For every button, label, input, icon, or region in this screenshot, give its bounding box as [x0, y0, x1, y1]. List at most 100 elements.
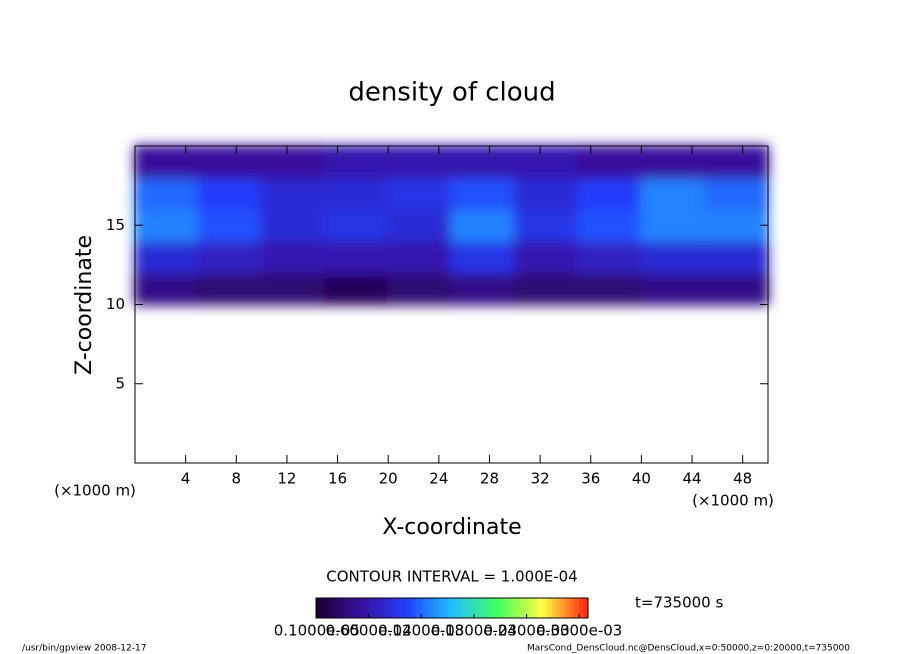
footer-right: MarsCond_DensCloud.nc@DensCloud,x=0:5000…: [527, 644, 850, 654]
colorbar-step: [529, 598, 535, 618]
colorbar-step: [356, 598, 362, 618]
field: [134, 145, 769, 306]
cell: [640, 271, 706, 306]
cell: [513, 145, 580, 179]
cell: [640, 145, 706, 179]
colorbar-step: [565, 598, 571, 618]
colorbar-tick-label: 0.6000e-04: [326, 622, 412, 640]
colorbar-step: [415, 598, 421, 618]
colorbar-step: [483, 598, 489, 618]
x-tick-label: 36: [581, 470, 600, 488]
colorbar-step: [574, 598, 580, 618]
y-tick-label: 5: [115, 374, 125, 392]
cell: [450, 208, 516, 243]
colorbar-step: [474, 598, 480, 618]
colorbar-tick-label: 0.3000e-03: [536, 622, 622, 640]
colorbar-step: [343, 598, 349, 618]
cell: [260, 145, 326, 179]
cell: [577, 176, 643, 211]
colorbar-step: [497, 598, 503, 618]
cell: [703, 208, 769, 243]
cell: [387, 240, 453, 274]
x-tick-label: 16: [328, 470, 347, 488]
colorbar-tick-label: 0.1800e-03: [431, 622, 517, 640]
cell: [513, 271, 580, 306]
colorbar-step: [397, 598, 403, 618]
x-axis-label: X-coordinate: [382, 515, 521, 540]
colorbar-step: [424, 598, 430, 618]
colorbar-step: [320, 598, 326, 618]
cell: [260, 240, 326, 274]
colorbar-step: [361, 598, 367, 618]
x-tick-label: 48: [733, 470, 752, 488]
colorbar-step: [520, 598, 526, 618]
unit-label: (×1000 m): [54, 482, 136, 500]
colorbar-step: [506, 598, 512, 618]
colorbar-step: [325, 598, 331, 618]
colorbar-step: [533, 598, 539, 618]
cell: [260, 271, 326, 306]
cell: [703, 145, 769, 179]
colorbar-step: [510, 598, 516, 618]
cell: [323, 208, 390, 243]
y-axis-label: Z-coordinate: [72, 235, 97, 375]
colorbar-step: [465, 598, 471, 618]
x-tick-label: 40: [632, 470, 651, 488]
cell: [577, 240, 643, 274]
colorbar-step: [551, 598, 557, 618]
colorbar-step: [583, 598, 589, 618]
cell: [134, 145, 200, 179]
cell: [450, 240, 516, 274]
cell: [134, 271, 200, 306]
colorbar-step: [402, 598, 408, 618]
colorbar-step: [515, 598, 521, 618]
colorbar-step: [442, 598, 448, 618]
x-tick-label: 12: [277, 470, 296, 488]
cell: [260, 208, 326, 243]
colorbar-step: [365, 598, 371, 618]
colorbar-step: [542, 598, 548, 618]
colorbar-step: [429, 598, 435, 618]
colorbar-step: [501, 598, 507, 618]
footer-left: /usr/bin/gpview 2008-12-17: [22, 644, 146, 654]
colorbar-step: [447, 598, 453, 618]
time-label: t=735000 s: [635, 594, 723, 612]
x-tick-label: 20: [379, 470, 398, 488]
cell: [197, 145, 263, 179]
cell: [640, 176, 706, 211]
colorbar-step: [379, 598, 385, 618]
colorbar-step: [547, 598, 553, 618]
colorbar-step: [538, 598, 544, 618]
cell: [703, 176, 769, 211]
colorbar-step: [393, 598, 399, 618]
x-tick-label: 32: [531, 470, 550, 488]
cell: [197, 208, 263, 243]
cell: [323, 145, 390, 179]
colorbar-step: [370, 598, 376, 618]
colorbar-step: [384, 598, 390, 618]
cell: [134, 240, 200, 274]
colorbar-step: [438, 598, 444, 618]
colorbar-tick-label: 0.1200e-03: [378, 622, 464, 640]
cell: [197, 271, 263, 306]
colorbar-step: [456, 598, 462, 618]
colorbar-step: [479, 598, 485, 618]
cell: [577, 145, 643, 179]
cell: [577, 271, 643, 306]
colorbar-step: [452, 598, 458, 618]
cell: [387, 208, 453, 243]
colorbar-tick-label: 0.1000e-05: [274, 622, 360, 640]
colorbar-frame: [315, 597, 589, 619]
cell: [197, 240, 263, 274]
x-tick-label: 4: [181, 470, 191, 488]
cell: [450, 176, 516, 211]
cell: [197, 176, 263, 211]
colorbar-step: [433, 598, 439, 618]
cell: [513, 240, 580, 274]
colorbar-step: [461, 598, 467, 618]
cell: [134, 176, 200, 211]
cell: [640, 240, 706, 274]
colorbar-step: [488, 598, 494, 618]
